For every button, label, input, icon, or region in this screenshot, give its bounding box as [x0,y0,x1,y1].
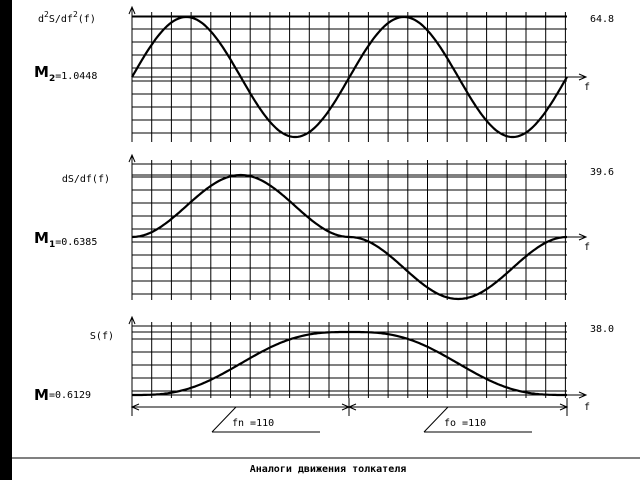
displacement-max-label: 38.0 [590,324,614,335]
displacement-curve [132,330,567,397]
velocity-max-label: 39.6 [590,167,614,178]
phase-arrow [130,403,140,411]
x-axis-label-1: f [584,82,590,93]
x-axis-arrow [578,73,588,81]
plot-area [12,0,640,480]
x-axis-arrow [578,233,588,241]
phase-arrow [347,403,357,411]
x-axis-label-3: f [584,402,590,413]
y-axis-arrow [128,153,136,163]
velocity-curve [131,173,568,301]
grid-panel-2 [128,153,588,300]
y-axis-arrow [128,315,136,325]
phase-label-return: fo =110 [444,418,486,429]
phase-label-return-leader [423,406,449,433]
y-axis-arrow [128,5,136,15]
velocity-m-label: M1=0.6385 [34,229,97,250]
grid-panel-1 [128,5,588,142]
acceleration-m-label: M2=1.0448 [34,63,97,84]
velocity-ylabel: dS/df(f) [62,174,110,185]
phase-label-rise-leader [211,406,237,433]
x-axis-arrow [578,391,588,399]
displacement-ylabel: S(f) [90,331,114,342]
phase-label-rise: fn =110 [232,418,274,429]
acceleration-curve [131,15,568,139]
displacement-m-label: M=0.6129 [34,386,91,404]
grid-panel-3 [128,315,588,399]
acceleration-max-label: 64.8 [590,14,614,25]
phase-arrow [559,403,569,411]
acceleration-ylabel: d2S/df2(f) [38,10,96,25]
x-axis-label-2: f [584,242,590,253]
chart-caption: Аналоги движения толкателя [250,464,407,475]
